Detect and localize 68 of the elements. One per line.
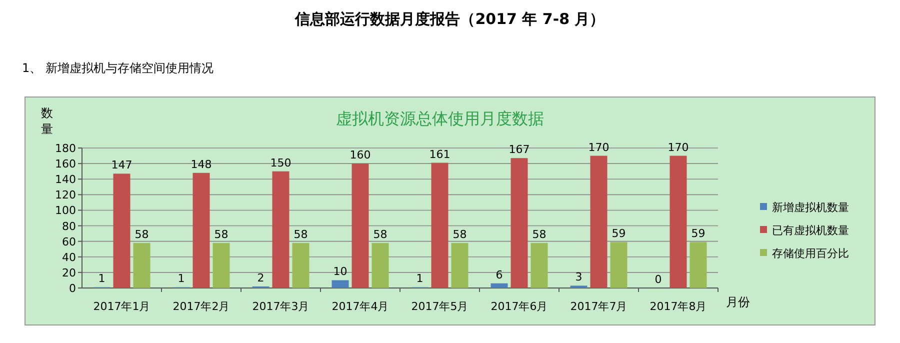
chart-title: 虚拟机资源总体使用月度数据 [336, 109, 544, 128]
x-tick-label: 2017年7月 [570, 300, 628, 313]
bar [372, 242, 389, 288]
bar [212, 242, 230, 288]
x-tick-label: 2017年4月 [332, 300, 389, 313]
data-label: 1 [98, 272, 106, 286]
bar [451, 242, 468, 288]
y-axis-title: 数量 [41, 106, 53, 136]
y-tick-label: 160 [55, 158, 76, 171]
bar [690, 242, 707, 288]
x-tick-label: 2017年8月 [650, 300, 707, 313]
y-tick-label: 100 [55, 204, 76, 218]
y-tick-label: 120 [55, 188, 76, 202]
x-tick-label: 2017年5月 [411, 300, 468, 313]
x-tick-label: 2017年3月 [252, 300, 310, 313]
bar [590, 156, 608, 288]
bar [530, 242, 548, 288]
bar [510, 158, 528, 288]
y-tick-label: 0 [69, 282, 76, 295]
bar [610, 242, 628, 288]
data-label: 58 [134, 228, 149, 241]
y-tick-label: 140 [55, 173, 76, 186]
data-label: 58 [294, 228, 308, 241]
y-tick-label: 40 [62, 250, 76, 264]
text: 信息部运行数据月度报告（2017 年 7-8 月） [294, 10, 605, 28]
data-label: 10 [333, 265, 348, 278]
data-label: 161 [429, 148, 450, 161]
y-tick-label: 20 [62, 266, 76, 280]
data-label: 58 [214, 228, 228, 241]
bar [332, 280, 349, 288]
data-label: 59 [612, 227, 626, 240]
data-label: 2 [257, 271, 264, 284]
data-label: 6 [496, 268, 503, 282]
bar [352, 164, 369, 288]
data-label: 160 [350, 148, 371, 162]
data-label: 1 [416, 272, 424, 286]
data-label: 0 [654, 273, 662, 286]
bar [192, 172, 210, 288]
bar [670, 156, 687, 288]
bar [113, 174, 130, 288]
data-label: 59 [691, 227, 706, 240]
x-axis-title: 月份 [726, 295, 750, 309]
data-label: 147 [111, 158, 132, 172]
y-tick-label: 60 [62, 235, 76, 248]
data-label: 170 [588, 140, 610, 154]
x-tick-label: 2017年2月 [172, 300, 230, 313]
x-tick-label: 2017年1月 [93, 300, 150, 313]
data-label: 58 [452, 228, 467, 241]
data-label: 58 [373, 228, 388, 241]
data-label: 148 [190, 158, 212, 171]
bar [272, 171, 290, 288]
bar [431, 162, 448, 288]
data-label: 1 [178, 272, 185, 286]
bar [490, 283, 508, 288]
legend-label: 存储使用百分比 [772, 247, 849, 260]
y-tick-label: 180 [55, 142, 76, 155]
data-label: 170 [668, 140, 689, 154]
data-label: 3 [575, 270, 582, 284]
x-tick-label: 2017年6月 [490, 300, 548, 313]
text: 1、 新增虚拟机与存储空间使用情况 [22, 61, 214, 75]
bar [292, 242, 310, 288]
legend-label: 已有虚拟机数量 [772, 224, 849, 237]
bar [133, 242, 150, 288]
y-tick-label: 80 [62, 220, 76, 233]
legend-label: 新增虚拟机数量 [772, 201, 849, 214]
data-label: 167 [508, 143, 530, 156]
data-label: 150 [270, 156, 292, 170]
data-label: 58 [532, 228, 546, 241]
